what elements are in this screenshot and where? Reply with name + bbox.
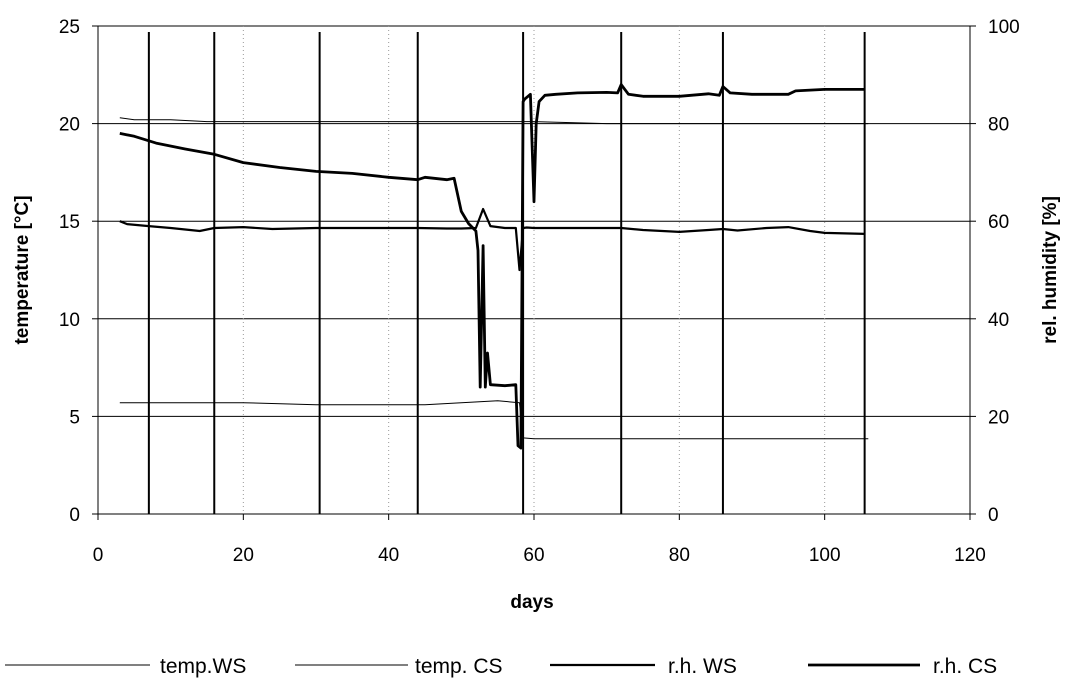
series-line-4	[119, 83, 865, 450]
legend-label-3: r.h. WS	[668, 655, 737, 678]
x-tick-label: 100	[809, 545, 841, 566]
axes	[92, 25, 976, 520]
y-tick-label: 10	[59, 310, 80, 331]
x-axis-title: days	[510, 592, 553, 613]
legend-label-4: r.h. CS	[933, 655, 997, 678]
y-tick-label: 25	[59, 17, 80, 38]
series-layer	[119, 83, 869, 450]
y-tick-label-right: 20	[988, 407, 1009, 428]
series-line-2	[119, 400, 869, 440]
y-tick-label: 5	[69, 407, 80, 428]
series-line-1	[119, 117, 869, 125]
tick-labels: 0 5 10 15 20 25 0 20 40 60 80 100 0 20 40 60 80 100 120	[59, 17, 1020, 566]
y-tick-label-right: 40	[988, 310, 1009, 331]
y-tick-label-right: 60	[988, 212, 1009, 233]
y-tick-label-right: 100	[988, 17, 1020, 38]
x-tick-label: 60	[523, 545, 544, 566]
y-tick-label: 0	[69, 505, 80, 526]
grid	[97, 25, 971, 514]
x-tick-label: 0	[93, 545, 104, 566]
y-tick-label-right: 80	[988, 115, 1009, 136]
legend-label-1: temp.WS	[160, 655, 246, 678]
x-tick-label: 80	[669, 545, 690, 566]
legend: temp.WS temp. CS r.h. WS r.h. CS	[5, 655, 997, 678]
legend-label-2: temp. CS	[415, 655, 503, 678]
y-tick-label: 20	[59, 115, 80, 136]
x-tick-label: 20	[233, 545, 254, 566]
y-axis-title-right: rel. humidity [%]	[1040, 196, 1061, 344]
x-tick-label: 120	[954, 545, 986, 566]
event-lines	[147, 32, 866, 514]
y-axis-title-left: temperature [°C]	[12, 195, 33, 344]
y-tick-label: 15	[59, 212, 80, 233]
y-tick-label-right: 0	[988, 505, 999, 526]
x-tick-label: 40	[378, 545, 399, 566]
series-line-3	[119, 207, 865, 272]
